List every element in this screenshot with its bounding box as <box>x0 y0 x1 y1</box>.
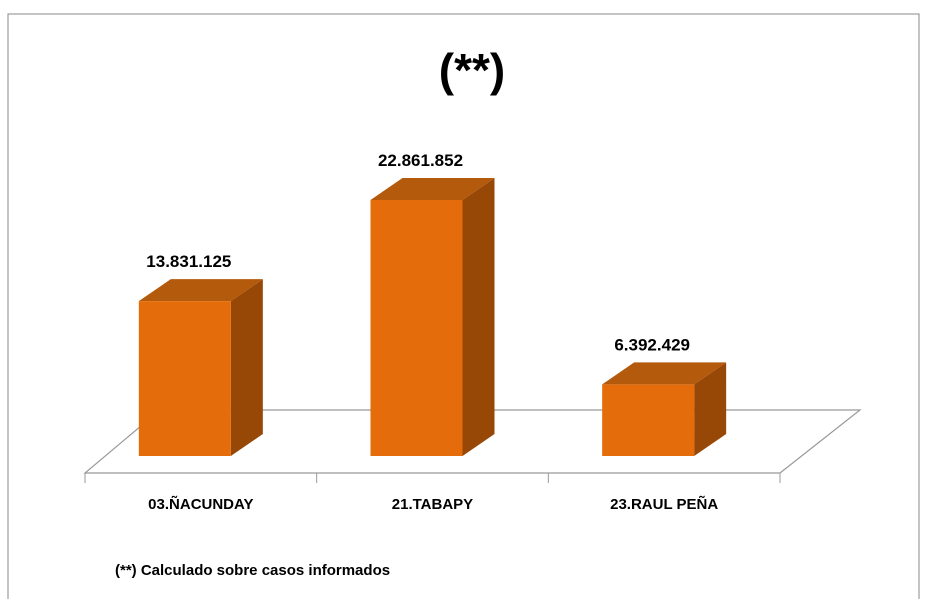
bar-side <box>230 279 263 456</box>
bar-top <box>370 178 495 200</box>
bar-front <box>138 301 231 456</box>
x-tick-label: 23.RAUL PEÑA <box>610 495 718 513</box>
footnote: (**) Calculado sobre casos informados <box>115 562 390 579</box>
data-label: 13.831.125 <box>146 252 231 271</box>
x-tick-label: 21.TABAPY <box>392 496 473 513</box>
bar <box>138 279 263 456</box>
bar-front <box>602 384 695 456</box>
chart-title: (**) <box>439 44 505 96</box>
x-tick-label: 03.ÑACUNDAY <box>148 495 253 513</box>
bar-top <box>602 362 727 385</box>
bar-side <box>694 362 727 456</box>
data-label: 22.861.852 <box>378 151 463 170</box>
bar <box>370 178 495 456</box>
chart-border <box>7 13 920 599</box>
data-label: 6.392.429 <box>614 335 690 354</box>
bar-top <box>138 279 263 302</box>
bar <box>602 362 727 456</box>
bar-side <box>462 178 495 456</box>
bar-front <box>370 200 463 456</box>
